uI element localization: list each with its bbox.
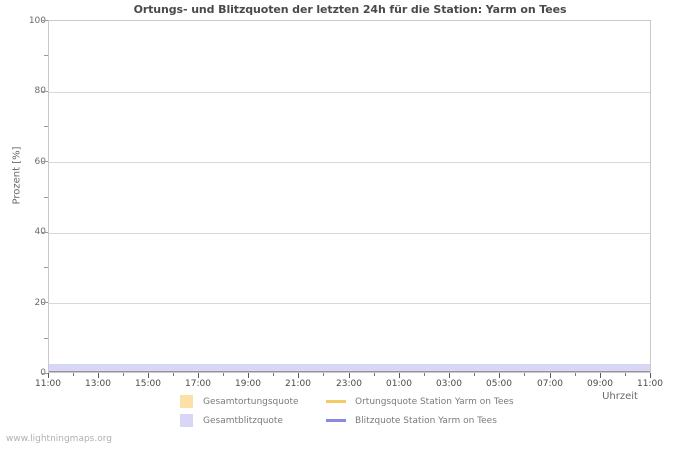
x-tick-mark-2 bbox=[148, 373, 149, 378]
x-tick-mark-9 bbox=[499, 373, 500, 378]
x-tick-minor-7 bbox=[424, 373, 425, 376]
x-tick-minor-8 bbox=[474, 373, 475, 376]
x-tick-minor-10 bbox=[575, 373, 576, 376]
x-tick-label-3: 17:00 bbox=[185, 379, 211, 389]
y-tick-label-20: 20 bbox=[34, 298, 46, 308]
y-tick-label-40: 40 bbox=[34, 227, 46, 237]
x-tick-label-2: 15:00 bbox=[135, 379, 161, 389]
x-tick-minor-11 bbox=[625, 373, 626, 376]
x-tick-mark-4 bbox=[248, 373, 249, 378]
legend-swatch-box-icon bbox=[180, 395, 193, 408]
x-tick-mark-1 bbox=[98, 373, 99, 378]
x-tick-minor-5 bbox=[323, 373, 324, 376]
x-tick-label-1: 13:00 bbox=[85, 379, 111, 389]
x-tick-minor-3 bbox=[223, 373, 224, 376]
legend-row-1: Gesamtortungsquote Ortungsquote Station … bbox=[180, 392, 650, 411]
y-tick-mark-40 bbox=[42, 231, 48, 233]
x-tick-mark-5 bbox=[298, 373, 299, 378]
y-tick-mark-70 bbox=[44, 125, 48, 127]
y-tick-label-0: 0 bbox=[6, 369, 46, 378]
chart-legend: Gesamtortungsquote Ortungsquote Station … bbox=[180, 392, 650, 430]
series-line-blitzquote-station bbox=[49, 371, 650, 372]
legend-entry-gesamtortungsquote: Gesamtortungsquote bbox=[180, 392, 299, 411]
gridline-20 bbox=[49, 303, 650, 305]
plot-area bbox=[48, 20, 651, 373]
x-tick-label-4: 19:00 bbox=[235, 379, 261, 389]
y-tick-mark-20 bbox=[42, 302, 48, 304]
x-tick-label-12: 11:00 bbox=[637, 379, 663, 389]
x-tick-minor-6 bbox=[374, 373, 375, 376]
legend-swatch-line-icon bbox=[326, 400, 346, 403]
x-tick-label-7: 01:00 bbox=[386, 379, 412, 389]
series-area-gesamtortungsquote bbox=[49, 369, 650, 372]
legend-label: Gesamtblitzquote bbox=[203, 415, 283, 426]
x-tick-minor-1 bbox=[123, 373, 124, 376]
y-tick-mark-60 bbox=[42, 161, 48, 163]
x-tick-label-11: 09:00 bbox=[587, 379, 613, 389]
x-tick-minor-9 bbox=[524, 373, 525, 376]
y-axis-label: Prozent [%] bbox=[11, 146, 23, 205]
x-tick-mark-8 bbox=[449, 373, 450, 378]
x-tick-label-8: 03:00 bbox=[436, 379, 462, 389]
legend-swatch-line-icon bbox=[326, 419, 346, 422]
series-area-gesamtblitzquote bbox=[49, 364, 650, 372]
legend-label: Gesamtortungsquote bbox=[203, 396, 299, 407]
y-tick-mark-100 bbox=[42, 20, 48, 21]
x-tick-label-5: 21:00 bbox=[285, 379, 311, 389]
gridline-80 bbox=[49, 91, 650, 93]
x-tick-minor-4 bbox=[273, 373, 274, 376]
x-tick-mark-6 bbox=[349, 373, 350, 378]
x-axis-label: Uhrzeit bbox=[602, 391, 638, 402]
gridline-40 bbox=[49, 232, 650, 234]
y-tick-label-80: 80 bbox=[34, 86, 46, 96]
legend-entry-blitzquote-station: Blitzquote Station Yarm on Tees bbox=[326, 411, 497, 430]
chart-title: Ortungs- und Blitzquoten der letzten 24h… bbox=[133, 3, 567, 16]
y-tick-mark-30 bbox=[44, 267, 48, 269]
x-tick-label-6: 23:00 bbox=[336, 379, 362, 389]
x-tick-mark-7 bbox=[399, 373, 400, 378]
x-tick-label-9: 05:00 bbox=[486, 379, 512, 389]
x-tick-mark-0 bbox=[48, 373, 49, 378]
x-tick-mark-3 bbox=[198, 373, 199, 378]
y-tick-mark-0 bbox=[42, 373, 48, 374]
x-tick-label-0: 11:00 bbox=[35, 379, 61, 389]
x-tick-mark-11 bbox=[600, 373, 601, 378]
gridline-60 bbox=[49, 162, 650, 164]
x-tick-mark-12 bbox=[650, 373, 651, 378]
y-tick-mark-10 bbox=[44, 337, 48, 339]
x-tick-mark-10 bbox=[550, 373, 551, 378]
y-tick-mark-80 bbox=[42, 90, 48, 92]
legend-entry-gesamtblitzquote: Gesamtblitzquote bbox=[180, 411, 283, 430]
legend-row-2: Gesamtblitzquote Blitzquote Station Yarm… bbox=[180, 411, 650, 430]
x-tick-minor-2 bbox=[173, 373, 174, 376]
legend-swatch-box-icon bbox=[180, 414, 193, 427]
watermark: www.lightningmaps.org bbox=[6, 434, 112, 444]
legend-label: Ortungsquote Station Yarm on Tees bbox=[355, 396, 514, 407]
y-tick-label-100: 100 bbox=[28, 16, 46, 26]
y-tick-mark-50 bbox=[44, 196, 48, 198]
y-tick-label-60: 60 bbox=[34, 157, 46, 167]
y-tick-mark-90 bbox=[44, 55, 48, 57]
x-tick-minor-0 bbox=[73, 373, 74, 376]
legend-entry-ortungsquote-station: Ortungsquote Station Yarm on Tees bbox=[326, 392, 514, 411]
legend-label: Blitzquote Station Yarm on Tees bbox=[355, 415, 497, 426]
x-tick-label-10: 07:00 bbox=[537, 379, 563, 389]
